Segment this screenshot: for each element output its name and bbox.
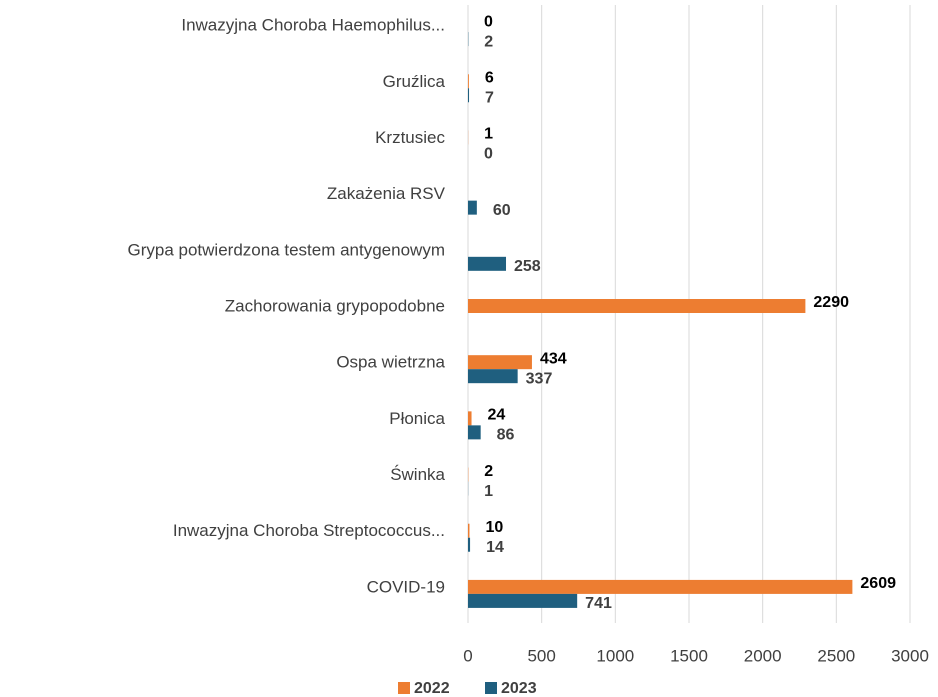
- y-tick-label: Ospa wietrzna: [336, 353, 445, 372]
- x-tick-label: 3000: [891, 646, 929, 665]
- bar: [468, 74, 469, 89]
- bar: [468, 425, 481, 440]
- value-label: 258: [514, 258, 541, 275]
- y-tick-label: Zakażenia RSV: [327, 184, 446, 203]
- x-tick-label: 2500: [817, 646, 855, 665]
- value-label: 10: [485, 519, 503, 536]
- value-label: 1: [484, 483, 493, 500]
- x-tick-label: 2000: [744, 646, 782, 665]
- bar: [468, 579, 853, 594]
- bar: [468, 369, 518, 384]
- bar: [468, 88, 470, 103]
- value-label: 60: [493, 202, 511, 219]
- value-label: 434: [540, 350, 567, 367]
- bar: [468, 411, 472, 426]
- bar: [468, 523, 470, 538]
- y-tick-label: COVID-19: [367, 577, 445, 596]
- value-label: 0: [484, 146, 493, 163]
- bar: [468, 200, 477, 215]
- value-label: 741: [585, 595, 612, 612]
- value-label: 2609: [860, 575, 896, 592]
- y-tick-label: Inwazyjna Choroba Streptococcus...: [173, 521, 445, 540]
- value-label: 6: [485, 69, 494, 86]
- y-tick-label: Płonica: [389, 409, 445, 428]
- x-tick-label: 1000: [596, 646, 634, 665]
- y-tick-label: Zachorowania grypopodobne: [225, 296, 445, 315]
- value-label: 337: [526, 370, 553, 387]
- x-tick-label: 1500: [670, 646, 708, 665]
- bar: [468, 256, 507, 271]
- bar: [468, 299, 806, 313]
- value-label: 2: [484, 33, 493, 50]
- bar: [468, 537, 471, 552]
- x-tick-label: 500: [527, 646, 555, 665]
- y-tick-label: Świnka: [390, 465, 445, 484]
- legend-label: 2022: [414, 680, 450, 697]
- value-label: 24: [488, 407, 506, 424]
- value-label: 0: [484, 13, 493, 30]
- value-label: 1: [484, 126, 493, 143]
- value-label: 7: [485, 89, 494, 106]
- value-label: 14: [486, 539, 504, 556]
- x-tick-label: 0: [463, 646, 472, 665]
- y-tick-label: Inwazyjna Choroba Haemophilus...: [181, 16, 445, 35]
- value-label: 2: [484, 463, 493, 480]
- y-tick-label: Gruźlica: [383, 72, 446, 91]
- value-label: 2290: [813, 294, 849, 311]
- legend-swatch: [398, 682, 410, 694]
- bar: [468, 593, 578, 608]
- y-tick-label: Grypa potwierdzona testem antygenowym: [128, 240, 446, 259]
- legend-label: 2023: [501, 680, 537, 697]
- value-label: 86: [497, 427, 515, 444]
- y-tick-label: Krztusiec: [375, 128, 445, 147]
- bar: [468, 355, 532, 370]
- legend-swatch: [485, 682, 497, 694]
